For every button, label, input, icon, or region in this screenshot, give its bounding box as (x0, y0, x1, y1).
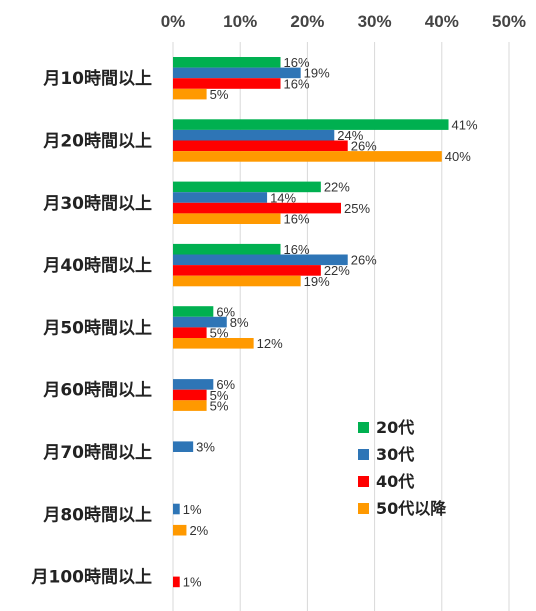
legend-label: 40代 (376, 472, 414, 491)
category-label: 月30時間以上 (42, 193, 152, 214)
data-label: 1% (183, 502, 202, 517)
bar (173, 576, 180, 588)
bar (173, 441, 194, 452)
bar (173, 400, 207, 411)
x-tick-label: 30% (358, 12, 392, 31)
bar (173, 78, 281, 89)
data-label: 26% (351, 253, 377, 268)
bar (173, 306, 214, 317)
x-tick-label: 50% (492, 12, 526, 31)
bar (173, 119, 449, 130)
bar (173, 316, 227, 328)
data-label: 14% (270, 190, 296, 205)
x-axis-ticks: 0% 10% 20% 30% 40% 50% (161, 12, 526, 31)
data-label: 16% (284, 76, 310, 91)
bar (173, 151, 442, 162)
data-label: 26% (351, 139, 377, 154)
bar (173, 275, 301, 287)
category-label: 月80時間以上 (42, 504, 152, 525)
data-label: 6% (216, 304, 235, 319)
bar (173, 181, 321, 193)
data-labels: 16%19%16%5%41%24%26%40%22%14%25%16%16%26… (183, 55, 478, 590)
data-label: 5% (210, 87, 229, 102)
data-label: 19% (304, 274, 330, 289)
bar (173, 254, 348, 266)
data-label: 2% (189, 523, 208, 538)
bar (173, 265, 321, 276)
bar (173, 243, 281, 255)
bar (173, 327, 207, 338)
data-label: 41% (452, 117, 478, 132)
bar (173, 129, 335, 141)
data-label: 1% (183, 575, 202, 590)
bar (173, 88, 207, 100)
data-label: 3% (196, 440, 215, 455)
legend-swatch (358, 476, 369, 487)
x-tick-label: 40% (425, 12, 459, 31)
bars (173, 57, 449, 588)
legend-label: 30代 (376, 445, 414, 464)
legend-swatch (358, 503, 369, 514)
data-label: 25% (344, 201, 370, 216)
x-tick-label: 10% (223, 12, 257, 31)
category-label: 月10時間以上 (42, 68, 152, 89)
category-label: 月60時間以上 (42, 380, 152, 401)
data-label: 5% (210, 388, 229, 403)
data-label: 16% (284, 55, 310, 70)
bar (173, 338, 254, 349)
category-label: 月50時間以上 (42, 317, 152, 338)
legend: 20代 30代 40代 50代以降 (358, 418, 447, 518)
bar (173, 192, 268, 203)
bar (173, 57, 281, 68)
bar (173, 67, 301, 79)
data-label: 16% (284, 212, 310, 227)
bar (173, 524, 187, 536)
bar (173, 140, 348, 152)
legend-swatch (358, 422, 369, 433)
data-label: 19% (304, 66, 330, 81)
category-labels: 月10時間以上月20時間以上月30時間以上月40時間以上月50時間以上月60時間… (31, 68, 153, 587)
x-tick-label: 0% (161, 12, 186, 31)
data-label: 22% (324, 180, 350, 195)
legend-label: 50代以降 (376, 499, 447, 518)
x-tick-label: 20% (290, 12, 324, 31)
bar (173, 213, 281, 224)
data-label: 16% (284, 242, 310, 257)
bar (173, 389, 207, 401)
data-label: 6% (216, 377, 235, 392)
legend-swatch (358, 449, 369, 460)
data-label: 40% (445, 149, 471, 164)
category-label: 月100時間以上 (31, 567, 153, 588)
data-label: 22% (324, 263, 350, 278)
data-label: 24% (337, 128, 363, 143)
bar (173, 202, 341, 214)
data-label: 5% (210, 326, 229, 341)
category-label: 月40時間以上 (42, 255, 152, 276)
category-label: 月20時間以上 (42, 131, 152, 152)
data-label: 5% (210, 398, 229, 413)
category-label: 月70時間以上 (42, 442, 152, 463)
data-label: 12% (257, 336, 283, 351)
bar (173, 503, 180, 515)
data-label: 8% (230, 315, 249, 330)
bar (173, 379, 214, 390)
legend-label: 20代 (376, 418, 414, 437)
